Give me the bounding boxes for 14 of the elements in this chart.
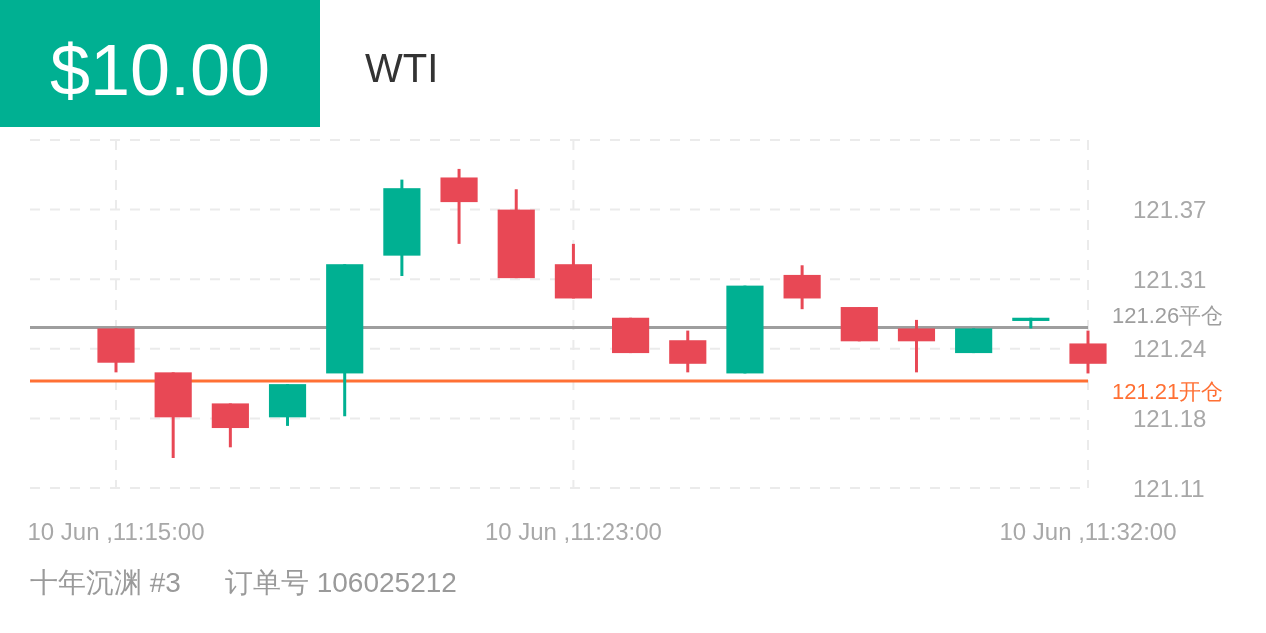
y-tick-label: 121.37 (1133, 196, 1207, 224)
chart-title: $10.00 (49, 30, 271, 110)
y-tick-label: 121.24 (1133, 335, 1207, 363)
ref-line-label: 121.21开仓 (1112, 378, 1224, 404)
x-tick-label: 10 Jun ,11:23:00 (484, 518, 662, 545)
y-tick-label: 121.11 (1133, 474, 1205, 502)
ref-line-label: 121.26平仓 (1112, 303, 1224, 329)
text: 订单号 106025212 (224, 567, 457, 598)
x-tick-label: 10 Jun ,11:32:00 (999, 518, 1177, 545)
y-tick-label: 121.18 (1133, 404, 1207, 432)
x-tick-label: 10 Jun ,11:15:00 (27, 518, 205, 545)
y-tick-label: 121.31 (1133, 265, 1207, 293)
text: 十年沉渊 #3 (30, 567, 181, 598)
chart-subtitle: WTI (365, 46, 439, 90)
